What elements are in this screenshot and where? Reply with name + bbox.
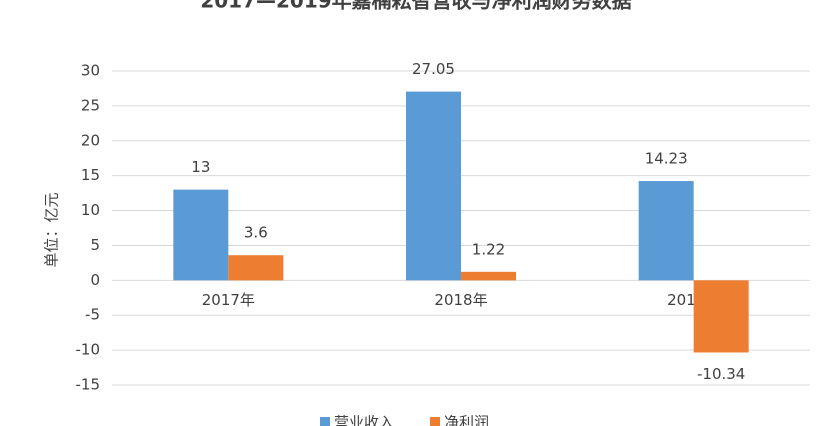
y-tick-label: 30 <box>81 62 100 80</box>
y-tick-label: 5 <box>90 236 100 254</box>
y-axis-label: 单位：亿元 <box>43 192 61 267</box>
legend-label: 净利润 <box>444 414 489 426</box>
y-tick-label: 0 <box>90 271 100 289</box>
data-label: 1.22 <box>472 240 505 258</box>
bar <box>638 181 694 281</box>
bar <box>173 189 229 281</box>
chart-title: 2017—2019年嘉楠耘智营收与净利润财务数据 <box>200 0 631 13</box>
x-tick-label: 2018年 <box>434 291 487 309</box>
data-label: 14.23 <box>645 150 688 168</box>
y-tick-label: -10 <box>76 341 101 359</box>
data-label: -10.34 <box>697 365 745 383</box>
y-tick-label: -15 <box>76 376 101 394</box>
data-label: 13 <box>191 158 210 176</box>
legend-swatch <box>430 417 440 426</box>
y-tick-label: 10 <box>81 201 100 219</box>
y-tick-label: 15 <box>81 166 100 184</box>
y-tick-label: 20 <box>81 131 100 149</box>
x-tick-label: 2017年 <box>202 291 255 309</box>
data-label: 27.05 <box>412 60 455 78</box>
legend-swatch <box>320 417 330 426</box>
data-label: 3.6 <box>244 224 268 242</box>
bar <box>461 271 516 281</box>
bar <box>406 91 461 281</box>
y-tick-label: 25 <box>81 96 100 114</box>
legend-label: 营业收入 <box>334 414 394 426</box>
bar <box>228 255 284 281</box>
y-tick-label: -5 <box>85 306 100 324</box>
bar <box>693 280 749 353</box>
